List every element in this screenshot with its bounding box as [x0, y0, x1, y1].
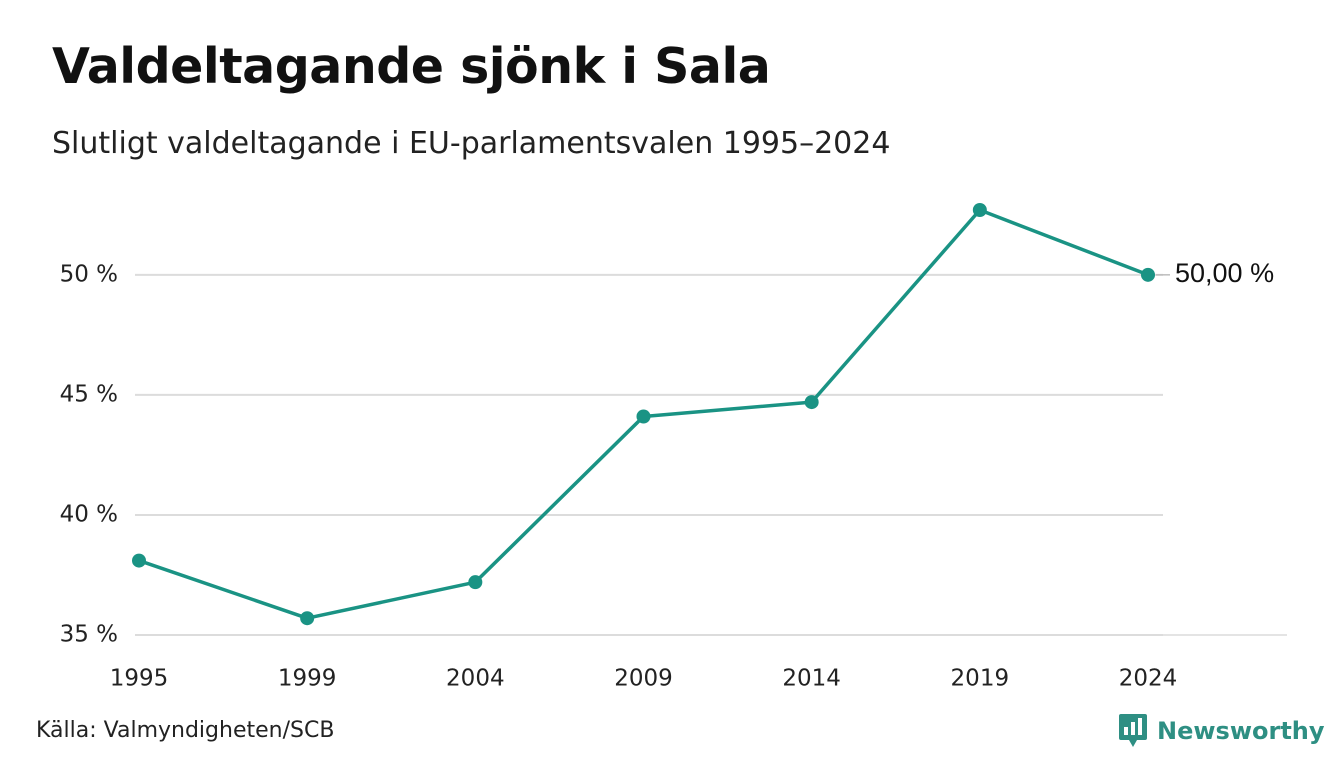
data-point — [132, 553, 146, 568]
data-point — [636, 409, 651, 424]
line-chart: 35 % 40 % 45 % 50 % 1995 1999 2004 2009 2014 201… — [60, 203, 1287, 692]
y-axis: 35 % 40 % 45 % 50 % — [60, 261, 118, 647]
brand-name: Newsworthy — [1157, 717, 1325, 745]
data-point — [804, 395, 819, 410]
x-tick-label: 2019 — [951, 666, 1010, 692]
data-point — [972, 203, 987, 217]
series-points — [132, 203, 1155, 626]
y-tick-label: 35 % — [60, 622, 118, 648]
end-value-label: 50,00 % — [1175, 258, 1274, 288]
chart-title: Valdeltagande sjönk i Sala — [52, 38, 771, 95]
source-note: Källa: Valmyndigheten/SCB — [36, 718, 335, 743]
x-tick-label: 2004 — [446, 666, 505, 692]
brand-logo: Newsworthy — [1118, 712, 1325, 750]
gridlines — [135, 273, 1287, 636]
data-point — [468, 575, 483, 590]
x-tick-label: 1995 — [110, 666, 169, 692]
x-tick-label: 1999 — [278, 666, 337, 692]
chart-subtitle: Slutligt valdeltagande i EU-parlamentsva… — [52, 126, 891, 161]
y-tick-label: 45 % — [60, 381, 118, 407]
data-point — [300, 611, 315, 626]
end-label-group: 50,00 % — [1156, 258, 1274, 288]
x-tick-label: 2014 — [782, 666, 841, 692]
data-point — [1141, 267, 1155, 282]
y-tick-label: 40 % — [60, 501, 118, 527]
x-tick-label: 2024 — [1119, 666, 1178, 692]
x-axis: 1995 1999 2004 2009 2014 2019 2024 — [110, 666, 1178, 692]
y-tick-label: 50 % — [60, 261, 118, 287]
x-tick-label: 2009 — [614, 666, 673, 692]
newsworthy-logo-icon — [1119, 714, 1147, 747]
